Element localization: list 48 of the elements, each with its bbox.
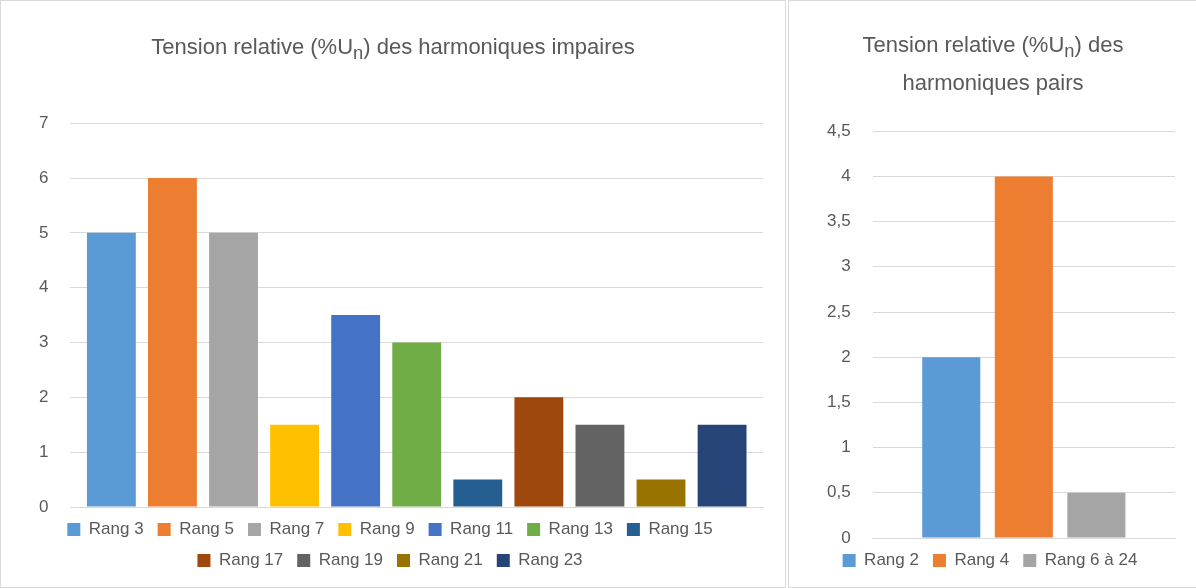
legend-label: Rang 23 — [518, 550, 583, 570]
legend-label: Rang 6 à 24 — [1044, 550, 1138, 570]
bar — [1067, 492, 1126, 538]
y-tick-label: 5 — [38, 222, 49, 242]
bar — [392, 342, 442, 507]
legend-label: Rang 2 — [864, 550, 919, 570]
legend-label: Rang 5 — [179, 519, 234, 539]
legend-label: Rang 4 — [954, 550, 1010, 570]
y-tick-label: 2 — [38, 387, 49, 407]
y-tick-label: 3 — [841, 256, 851, 276]
chart-title: Tension relative (%U$_{n}$) des harmoniques pairs — [861, 31, 1125, 98]
y-tick-label: 2,5 — [826, 301, 851, 321]
bar — [636, 479, 686, 507]
y-tick-label: 3 — [38, 332, 49, 352]
bar — [453, 479, 503, 507]
y-tick-label: 4 — [841, 166, 851, 186]
bar — [514, 397, 564, 507]
y-tick-label: 3,5 — [826, 211, 851, 231]
y-tick-label: 1,5 — [826, 392, 851, 412]
legend-label: Rang 3 — [88, 519, 144, 539]
legend-label: Rang 11 — [450, 519, 514, 539]
y-tick-label: 2 — [841, 346, 851, 366]
y-tick-label: 0 — [841, 527, 851, 547]
y-tick-label: 7 — [38, 112, 49, 132]
legend-label: Rang 19 — [318, 550, 384, 570]
bar — [994, 176, 1053, 538]
y-tick-label: 4,5 — [826, 120, 851, 140]
legend-label: Rang 7 — [269, 519, 325, 539]
y-tick-label: 1 — [841, 437, 851, 457]
y-tick-label: 1 — [38, 441, 49, 461]
bar — [148, 178, 197, 507]
bar — [270, 424, 320, 507]
y-tick-label: 4 — [38, 277, 49, 297]
bar — [331, 315, 381, 507]
legend-label: Rang 15 — [648, 519, 713, 539]
legend-label: Rang 9 — [359, 519, 415, 539]
bar — [922, 357, 981, 538]
y-tick-label: 6 — [38, 167, 49, 187]
legend-label: Rang 13 — [548, 519, 613, 539]
bar — [209, 232, 258, 507]
bar — [86, 232, 136, 507]
bar — [575, 424, 625, 507]
legend-label: Rang 21 — [418, 550, 483, 570]
y-tick-label: 0 — [38, 496, 49, 516]
chart-title: Tension relative (%U$_{n}$) des harmoniques impaires — [150, 33, 636, 66]
y-tick-label: 0,5 — [826, 482, 851, 502]
legend-label: Rang 17 — [218, 550, 284, 570]
bar — [697, 424, 747, 507]
